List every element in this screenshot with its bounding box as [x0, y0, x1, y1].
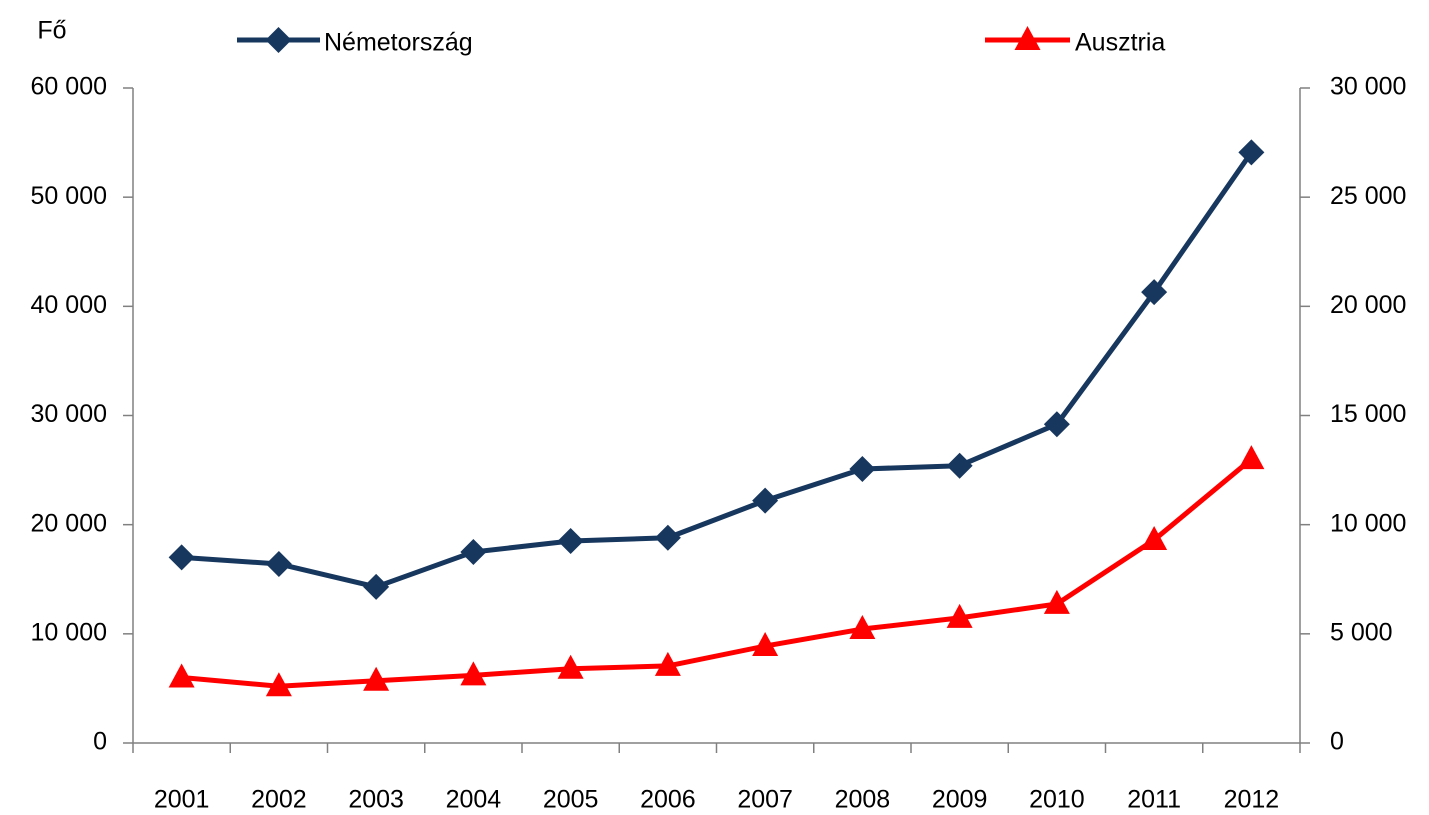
marker — [363, 573, 390, 600]
x-tick-label: 2002 — [251, 786, 307, 814]
x-tick-label: 2007 — [737, 786, 793, 814]
marker — [265, 27, 292, 53]
y2-tick-label: 10 000 — [1330, 509, 1406, 537]
marker — [168, 663, 195, 688]
series-line — [181, 150, 1254, 590]
y-tick-label: 30 000 — [31, 400, 107, 428]
marker — [265, 550, 292, 577]
marker — [460, 538, 487, 565]
y-tick-label: 50 000 — [31, 182, 107, 210]
marker — [849, 455, 876, 482]
marker — [1043, 589, 1070, 614]
marker — [265, 672, 292, 697]
x-tick-label: 2001 — [154, 786, 210, 814]
x-tick-label: 2003 — [348, 786, 404, 814]
y-axis-label: Fő — [37, 17, 66, 45]
legend-label: Ausztria — [1075, 29, 1165, 57]
x-tick-label: 2009 — [932, 786, 988, 814]
x-tick-label: 2012 — [1224, 786, 1280, 814]
marker — [1141, 525, 1168, 550]
x-tick-label: 2008 — [835, 786, 891, 814]
marker — [460, 661, 487, 686]
x-tick-label: 2004 — [446, 786, 502, 814]
marker — [849, 615, 876, 640]
marker — [557, 654, 584, 679]
marker — [363, 666, 390, 691]
legend-label: Németország — [324, 29, 473, 57]
y-tick-label: 60 000 — [31, 73, 107, 101]
marker — [1238, 445, 1265, 470]
x-tick-label: 2005 — [543, 786, 599, 814]
y2-tick-label: 15 000 — [1330, 400, 1406, 428]
y-tick-label: 20 000 — [31, 509, 107, 537]
x-tick-label: 2010 — [1029, 786, 1085, 814]
marker — [654, 651, 681, 676]
marker — [168, 544, 195, 571]
marker — [1043, 411, 1070, 438]
marker — [946, 452, 973, 479]
marker — [752, 487, 779, 514]
marker — [1014, 26, 1041, 50]
x-tick-label: 2006 — [640, 786, 696, 814]
marker — [752, 632, 779, 657]
marker — [557, 528, 584, 555]
y2-tick-label: 30 000 — [1330, 73, 1406, 101]
y2-tick-label: 20 000 — [1330, 291, 1406, 319]
series-line — [181, 457, 1253, 689]
y-tick-label: 10 000 — [31, 618, 107, 646]
y2-tick-label: 0 — [1330, 728, 1344, 756]
marker — [946, 603, 973, 628]
x-tick-label: 2011 — [1127, 786, 1181, 814]
marker — [654, 524, 681, 551]
y2-tick-label: 5 000 — [1330, 618, 1393, 646]
marker — [1141, 279, 1168, 306]
marker — [1238, 139, 1265, 166]
y-tick-label: 40 000 — [31, 291, 107, 319]
y2-tick-label: 25 000 — [1330, 182, 1406, 210]
y-tick-label: 0 — [93, 728, 107, 756]
